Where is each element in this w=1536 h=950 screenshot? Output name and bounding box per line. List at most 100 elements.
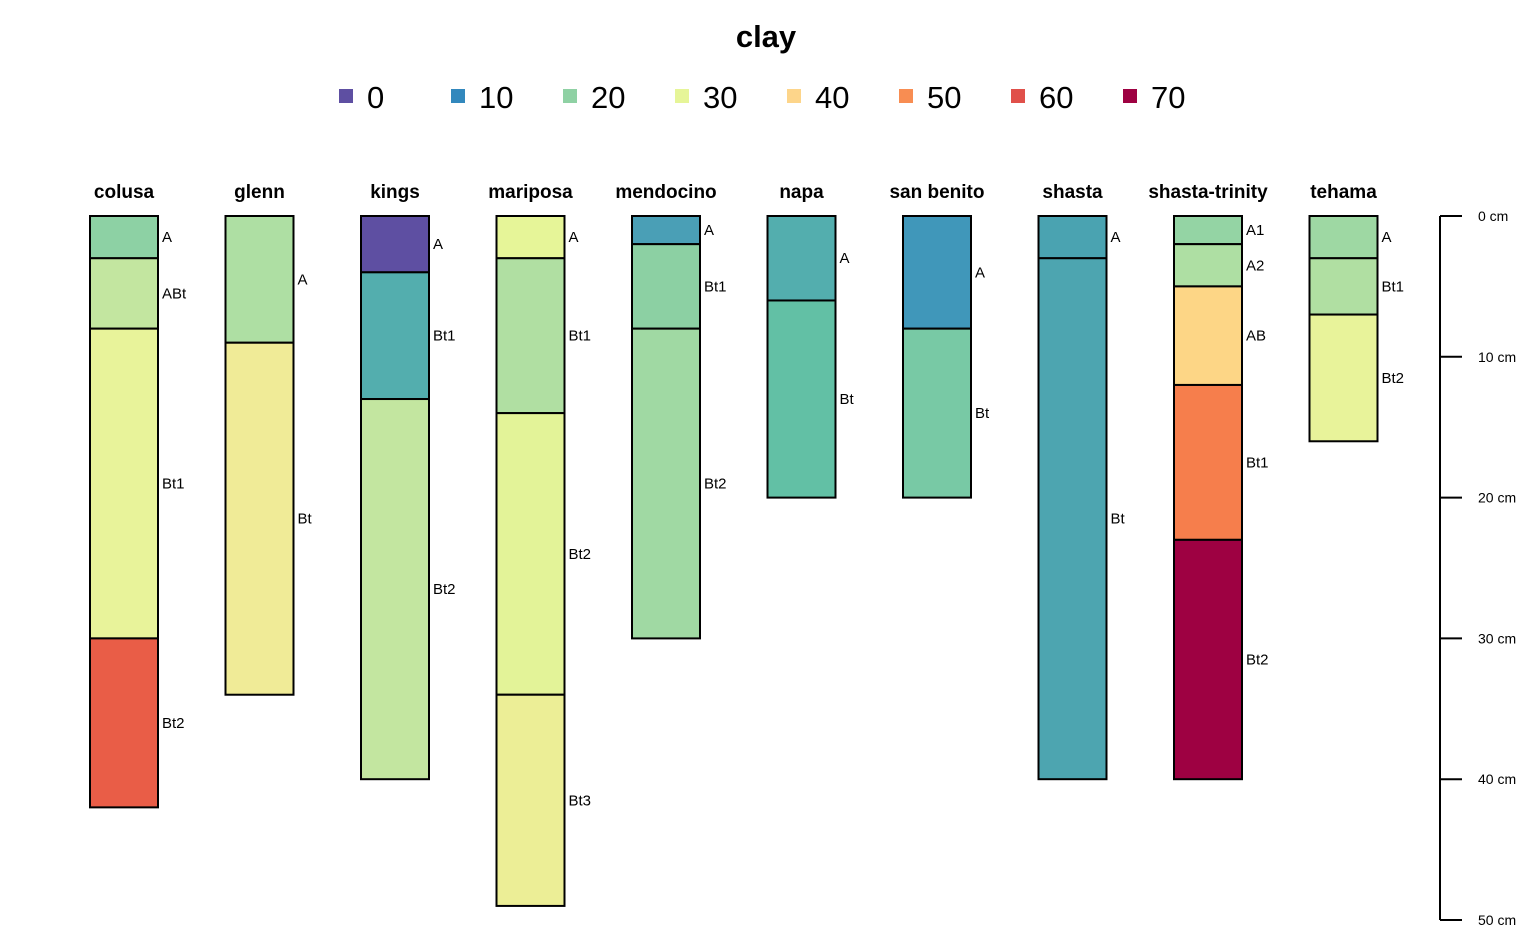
horizon-label-kings-A: A [433, 236, 443, 253]
legend-label-0: 0 [367, 80, 384, 115]
profile-napa: napa A Bt [766, 182, 855, 499]
profile-tehama: tehama A Bt1 Bt2 [1308, 182, 1405, 443]
horizon-mendocino-Bt1 [631, 243, 701, 330]
profile-san-benito: san benito A Bt [889, 182, 990, 499]
profile-kings: kings A Bt1 Bt2 [360, 182, 456, 781]
legend-label-10: 10 [479, 80, 513, 115]
horizon-label-shasta-A: A [1111, 229, 1121, 246]
depth-tick-label-0: 0 cm [1478, 208, 1508, 224]
depth-tick-label-20: 20 cm [1478, 490, 1516, 506]
horizon-colusa-Bt2 [89, 637, 159, 809]
horizon-label-san-benito-A: A [975, 264, 985, 281]
horizon-mariposa-Bt2 [495, 412, 566, 696]
horizon-tehama-Bt2 [1308, 313, 1379, 443]
legend-label-50: 50 [927, 80, 961, 115]
profiles: colusaAABtBt1Bt2glennABtkingsABt1Bt2mari… [89, 182, 1405, 907]
horizon-kings-Bt1 [360, 271, 430, 401]
horizon-label-colusa-A: A [162, 229, 172, 246]
horizon-label-shasta-trinity-AB: AB [1246, 328, 1266, 345]
horizon-label-mariposa-A: A [569, 229, 579, 246]
horizon-label-kings-Bt2: Bt2 [433, 581, 456, 598]
horizon-mendocino-Bt2 [631, 327, 701, 640]
horizon-san-benito-Bt [902, 327, 972, 499]
horizon-napa-A [766, 215, 837, 302]
profile-name-mariposa: mariposa [488, 182, 573, 203]
horizon-label-mendocino-Bt1: Bt1 [704, 278, 727, 295]
horizon-colusa-ABt [89, 257, 159, 330]
legend-swatch-50 [899, 89, 913, 103]
horizon-shasta-trinity-Bt2 [1173, 538, 1243, 781]
horizon-tehama-A [1308, 215, 1379, 260]
profile-name-mendocino: mendocino [615, 182, 716, 203]
profile-name-shasta-trinity: shasta-trinity [1148, 182, 1268, 203]
legend-label-20: 20 [591, 80, 625, 115]
horizon-label-shasta-trinity-Bt1: Bt1 [1246, 454, 1269, 471]
horizon-label-shasta-trinity-A1: A1 [1246, 222, 1264, 239]
horizon-mariposa-A [495, 215, 566, 260]
horizon-mariposa-Bt1 [495, 257, 566, 415]
horizon-label-mendocino-Bt2: Bt2 [704, 476, 727, 493]
horizon-label-glenn-Bt: Bt [298, 511, 313, 528]
horizon-shasta-A [1037, 215, 1108, 260]
horizon-label-mendocino-A: A [704, 222, 714, 239]
horizon-label-colusa-Bt1: Bt1 [162, 476, 185, 493]
legend-swatch-60 [1011, 89, 1025, 103]
horizon-shasta-trinity-A2 [1173, 243, 1243, 288]
horizon-label-tehama-Bt1: Bt1 [1382, 278, 1405, 295]
horizon-glenn-A [224, 215, 295, 344]
legend-label-40: 40 [815, 80, 849, 115]
profile-name-glenn: glenn [234, 182, 285, 203]
horizon-kings-Bt2 [360, 398, 430, 781]
depth-tick-label-40: 40 cm [1478, 771, 1516, 787]
legend: 0 10 20 30 40 50 60 70 [339, 80, 1185, 115]
legend-swatch-20 [563, 89, 577, 103]
legend-swatch-40 [787, 89, 801, 103]
horizon-shasta-trinity-A1 [1173, 215, 1243, 246]
legend-swatch-70 [1123, 89, 1137, 103]
horizon-label-mariposa-Bt2: Bt2 [569, 546, 592, 563]
horizon-kings-A [360, 215, 430, 274]
profile-name-shasta: shasta [1042, 182, 1103, 203]
depth-tick-label-30: 30 cm [1478, 630, 1516, 646]
profile-colusa: colusa A ABt Bt1 Bt2 [89, 182, 187, 809]
legend-label-60: 60 [1039, 80, 1073, 115]
horizon-shasta-Bt [1037, 257, 1108, 781]
horizon-label-glenn-A: A [298, 271, 308, 288]
horizon-mendocino-A [631, 215, 701, 246]
horizon-label-tehama-Bt2: Bt2 [1382, 370, 1405, 387]
horizon-label-kings-Bt1: Bt1 [433, 328, 456, 345]
horizon-label-mariposa-Bt3: Bt3 [569, 792, 592, 809]
profile-mendocino: mendocino A Bt1 Bt2 [615, 182, 727, 640]
horizon-glenn-Bt [224, 341, 295, 696]
profile-name-colusa: colusa [94, 182, 155, 203]
profile-name-san-benito: san benito [889, 182, 984, 203]
horizon-shasta-trinity-AB [1173, 285, 1243, 386]
depth-axis: 0 cm 10 cm 20 cm 30 cm 40 cm 50 cm [1439, 208, 1516, 928]
horizon-tehama-Bt1 [1308, 257, 1379, 316]
horizon-colusa-A [89, 215, 159, 260]
legend-swatch-0 [339, 89, 353, 103]
horizon-label-shasta-trinity-A2: A2 [1246, 257, 1264, 274]
horizon-san-benito-A [902, 215, 972, 330]
profile-name-kings: kings [370, 182, 420, 203]
legend-swatch-10 [451, 89, 465, 103]
profile-shasta-trinity: shasta-trinity A1 A2 AB Bt1 Bt2 [1148, 182, 1269, 781]
horizon-shasta-trinity-Bt1 [1173, 383, 1243, 541]
legend-swatch-30 [675, 89, 689, 103]
profile-mariposa: mariposa A Bt1 Bt2 Bt3 [488, 182, 592, 907]
legend-label-30: 30 [703, 80, 737, 115]
legend-label-70: 70 [1151, 80, 1185, 115]
horizon-napa-Bt [766, 299, 837, 499]
horizon-label-napa-A: A [840, 250, 850, 267]
horizon-label-colusa-ABt: ABt [162, 285, 187, 302]
horizon-label-colusa-Bt2: Bt2 [162, 715, 185, 732]
chart-title: clay [736, 19, 797, 54]
horizon-label-shasta-trinity-Bt2: Bt2 [1246, 652, 1269, 669]
depth-tick-label-50: 50 cm [1478, 912, 1516, 928]
profile-shasta: shasta A Bt [1037, 182, 1126, 781]
horizon-label-napa-Bt: Bt [840, 391, 855, 408]
horizon-label-mariposa-Bt1: Bt1 [569, 328, 592, 345]
horizon-label-tehama-A: A [1382, 229, 1392, 246]
profile-name-tehama: tehama [1310, 182, 1377, 203]
